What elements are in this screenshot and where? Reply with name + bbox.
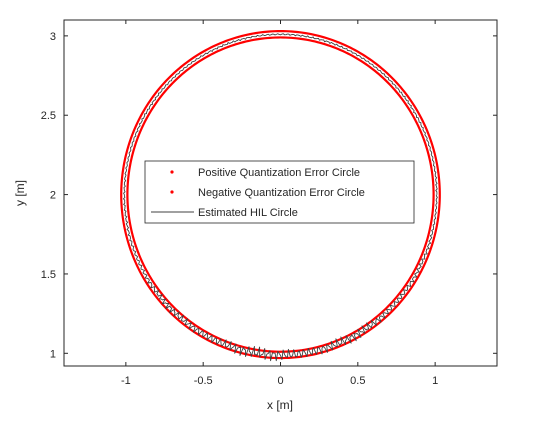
x-tick-label: 0 [277,375,283,387]
y-axis-label: y [m] [13,180,27,206]
legend-label-negative: Negative Quantization Error Circle [198,187,365,199]
x-tick-label: 1 [432,375,438,387]
legend-marker-positive [170,170,174,174]
y-tick-label: 3 [50,31,56,43]
x-tick-label: -0.5 [194,375,213,387]
legend-box [144,160,415,224]
axes-layer: -1 -0.5 0 0.5 1 1 1.5 2 2.5 3 [41,20,497,387]
legend: Positive Quantization Error Circle Negat… [144,160,415,224]
series-1-path [126,36,435,353]
legend-label-hil: Estimated HIL Circle [198,207,298,219]
series-2-path [123,33,438,362]
x-tick-label: -1 [121,375,131,387]
y-tick-label: 2.5 [41,110,56,122]
x-axis-label: x [m] [267,398,293,412]
y-tick-label: 1.5 [41,269,56,281]
y-tick-label: 2 [50,190,56,202]
x-tick-label: 0.5 [350,375,365,387]
y-tick-label: 1 [50,348,56,360]
legend-marker-negative [170,190,174,194]
legend-label-positive: Positive Quantization Error Circle [198,167,360,179]
series-layer [120,30,441,362]
